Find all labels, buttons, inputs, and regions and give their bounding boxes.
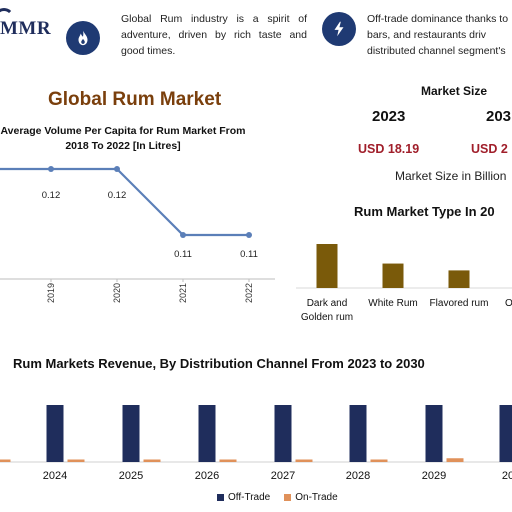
page-title: Global Rum Market bbox=[48, 89, 222, 110]
on-trade-bar bbox=[143, 459, 161, 462]
line-point bbox=[114, 166, 120, 172]
legend-item-off-trade: Off-Trade bbox=[217, 492, 270, 503]
legend-swatch-on-trade bbox=[284, 494, 292, 501]
line-x-tick-label: 2020 bbox=[112, 283, 122, 303]
on-trade-bar bbox=[446, 458, 464, 462]
revenue-x-tick-label: 2028 bbox=[346, 470, 370, 482]
off-trade-bar bbox=[274, 405, 292, 462]
on-trade-bar bbox=[295, 459, 313, 462]
legend-item-on-trade: On-Trade bbox=[284, 492, 338, 503]
on-trade-bar bbox=[219, 459, 237, 462]
revenue-x-tick-label: 2025 bbox=[119, 470, 143, 482]
market-value-1: USD 18.19 bbox=[358, 142, 420, 156]
line-point bbox=[246, 232, 252, 238]
off-trade-bar bbox=[499, 405, 512, 462]
revenue-x-tick-label: 2026 bbox=[195, 470, 219, 482]
line-chart-title: Average Volume Per Capita for Rum Market… bbox=[0, 125, 246, 152]
logo-swoosh-icon bbox=[0, 8, 14, 28]
on-trade-bar bbox=[370, 459, 388, 462]
market-size-heading: Market Size bbox=[421, 84, 488, 98]
revenue-x-tick-label: 20 bbox=[502, 470, 512, 482]
off-trade-bar bbox=[425, 405, 443, 462]
market-unit-label: Market Size in Billion bbox=[395, 169, 507, 183]
type-bar bbox=[382, 263, 404, 288]
type-bar bbox=[316, 244, 338, 288]
line-point bbox=[180, 232, 186, 238]
revenue-legend: Off-Trade On-Trade bbox=[217, 492, 338, 503]
type-category-label: White Rum bbox=[368, 298, 418, 309]
blurb-right-text: Off-trade dominance thanks to bars, and … bbox=[367, 13, 509, 57]
type-chart bbox=[296, 244, 512, 289]
market-value-2: USD 2 bbox=[471, 142, 508, 156]
line-chart: 0.12 2019 0.12 2020 0.11 2021 0.11 2022 bbox=[0, 166, 275, 303]
on-trade-bar bbox=[67, 459, 85, 462]
line-series bbox=[0, 167, 249, 237]
legend-label-on-trade: On-Trade bbox=[295, 492, 338, 503]
logo-text: MMR bbox=[0, 18, 52, 39]
line-data-label: 0.12 bbox=[42, 190, 61, 201]
type-category-label: Flavored rum bbox=[429, 298, 489, 309]
blurb-left: Global Rum industry is a spirit of adven… bbox=[121, 13, 307, 57]
revenue-chart-title: Rum Markets Revenue, By Distribution Cha… bbox=[13, 356, 425, 371]
market-year-2: 203 bbox=[486, 108, 512, 125]
line-data-label: 0.11 bbox=[174, 249, 192, 260]
line-data-label: 0.11 bbox=[240, 249, 258, 260]
line-x-tick-label: 2021 bbox=[178, 283, 188, 303]
lightning-icon bbox=[322, 12, 356, 46]
type-category-label: O bbox=[505, 298, 512, 309]
revenue-chart: 2024 2025 2026 2027 2028 2029 20 bbox=[0, 405, 512, 482]
blurb-right: Off-trade dominance thanks to bars, and … bbox=[367, 11, 512, 59]
logo: MMR bbox=[0, 8, 52, 44]
type-chart-title: Rum Market Type In 20 bbox=[354, 204, 495, 219]
flame-icon bbox=[66, 21, 100, 55]
revenue-x-tick-label: 2027 bbox=[271, 470, 295, 482]
type-bar bbox=[448, 270, 470, 288]
on-trade-bar bbox=[0, 459, 11, 462]
revenue-x-tick-label: 2024 bbox=[43, 470, 67, 482]
line-x-tick-label: 2022 bbox=[244, 283, 254, 303]
line-x-tick-label: 2019 bbox=[46, 283, 56, 303]
off-trade-bar bbox=[122, 405, 140, 462]
type-category-label: Dark and Golden rum bbox=[300, 298, 354, 323]
legend-swatch-off-trade bbox=[217, 494, 224, 501]
off-trade-bar bbox=[46, 405, 64, 462]
market-year-1: 2023 bbox=[372, 108, 406, 125]
line-point bbox=[48, 166, 54, 172]
line-data-label: 0.12 bbox=[108, 190, 127, 201]
off-trade-bar bbox=[349, 405, 367, 462]
off-trade-bar bbox=[198, 405, 216, 462]
revenue-x-tick-label: 2029 bbox=[422, 470, 446, 482]
legend-label-off-trade: Off-Trade bbox=[228, 492, 271, 503]
